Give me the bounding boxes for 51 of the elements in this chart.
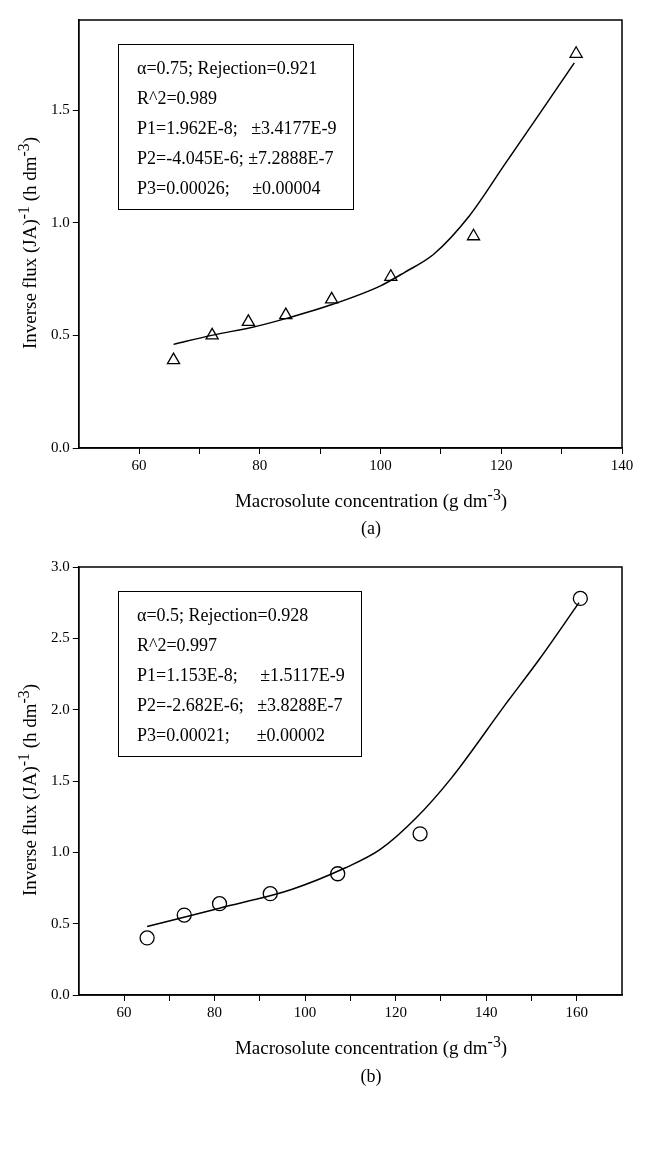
annotation: P3=0.00026; ±0.00004 [137, 177, 322, 200]
y-tick-label: 0.0 [51, 438, 70, 455]
x-tick-label: 100 [369, 456, 392, 473]
x-tick-label: 120 [384, 1004, 407, 1021]
point [241, 314, 256, 326]
point [324, 291, 339, 304]
x-tick-label: 60 [131, 456, 147, 473]
x-tick-label: 80 [207, 1004, 223, 1021]
point [262, 886, 278, 902]
annotation: P1=1.962E-8; ±3.4177E-9 [137, 117, 337, 140]
point [569, 46, 583, 58]
text: (b) [359, 1065, 383, 1087]
x-tick-label: 60 [116, 1004, 132, 1021]
annotation: P2=-4.045E-6; ±7.2888E-7 [137, 147, 335, 170]
point [166, 352, 181, 365]
annotation: α=0.5; Rejection=0.928 [137, 604, 310, 628]
x-tick-label: 100 [293, 1004, 317, 1021]
y-tick-label: 0.5 [51, 326, 70, 343]
x-axis-title: Macrosolute concentration (g dm$^{-3}$) [233, 486, 509, 513]
x-tick-label: 160 [565, 1004, 588, 1021]
x-tick-label: 140 [610, 456, 634, 473]
annotation: R^2=0.989 [137, 87, 219, 110]
y-tick-label: 1.0 [51, 843, 70, 860]
point [139, 930, 155, 946]
x-tick-label: 120 [490, 456, 513, 473]
point [412, 826, 428, 842]
y-tick-label: 1.5 [51, 101, 70, 118]
x-axis-title: Macrosolute concentration (g dm$^{-3}$) [233, 1033, 509, 1060]
y-tick-label: 1.5 [51, 772, 70, 789]
point [384, 269, 398, 281]
annotation: P2=-2.682E-6; ±3.8288E-7 [137, 694, 344, 718]
point [572, 591, 588, 607]
annotation: P1=1.153E-8; ±1.5117E-9 [137, 664, 345, 688]
point [330, 866, 346, 882]
point [279, 307, 293, 320]
annotation: R^2=0.997 [137, 634, 219, 658]
y-tick-label: 1.0 [51, 213, 70, 230]
y-tick-label: 2.5 [51, 629, 70, 646]
y-tick-label: 0.0 [51, 986, 70, 1003]
y-tick-label: 2.0 [51, 700, 70, 717]
annotation: P3=0.00021; ±0.00002 [137, 724, 327, 748]
text: (a) [360, 518, 382, 540]
point [466, 228, 481, 241]
point [211, 896, 228, 912]
point [205, 327, 219, 340]
point [176, 907, 192, 924]
y-tick-label: 0.5 [51, 914, 70, 931]
annotation: α=0.75; Rejection=0.921 [137, 57, 319, 80]
x-tick-label: 140 [474, 1004, 498, 1021]
x-tick-label: 80 [252, 456, 268, 473]
y-tick-label: 3.0 [51, 558, 70, 575]
